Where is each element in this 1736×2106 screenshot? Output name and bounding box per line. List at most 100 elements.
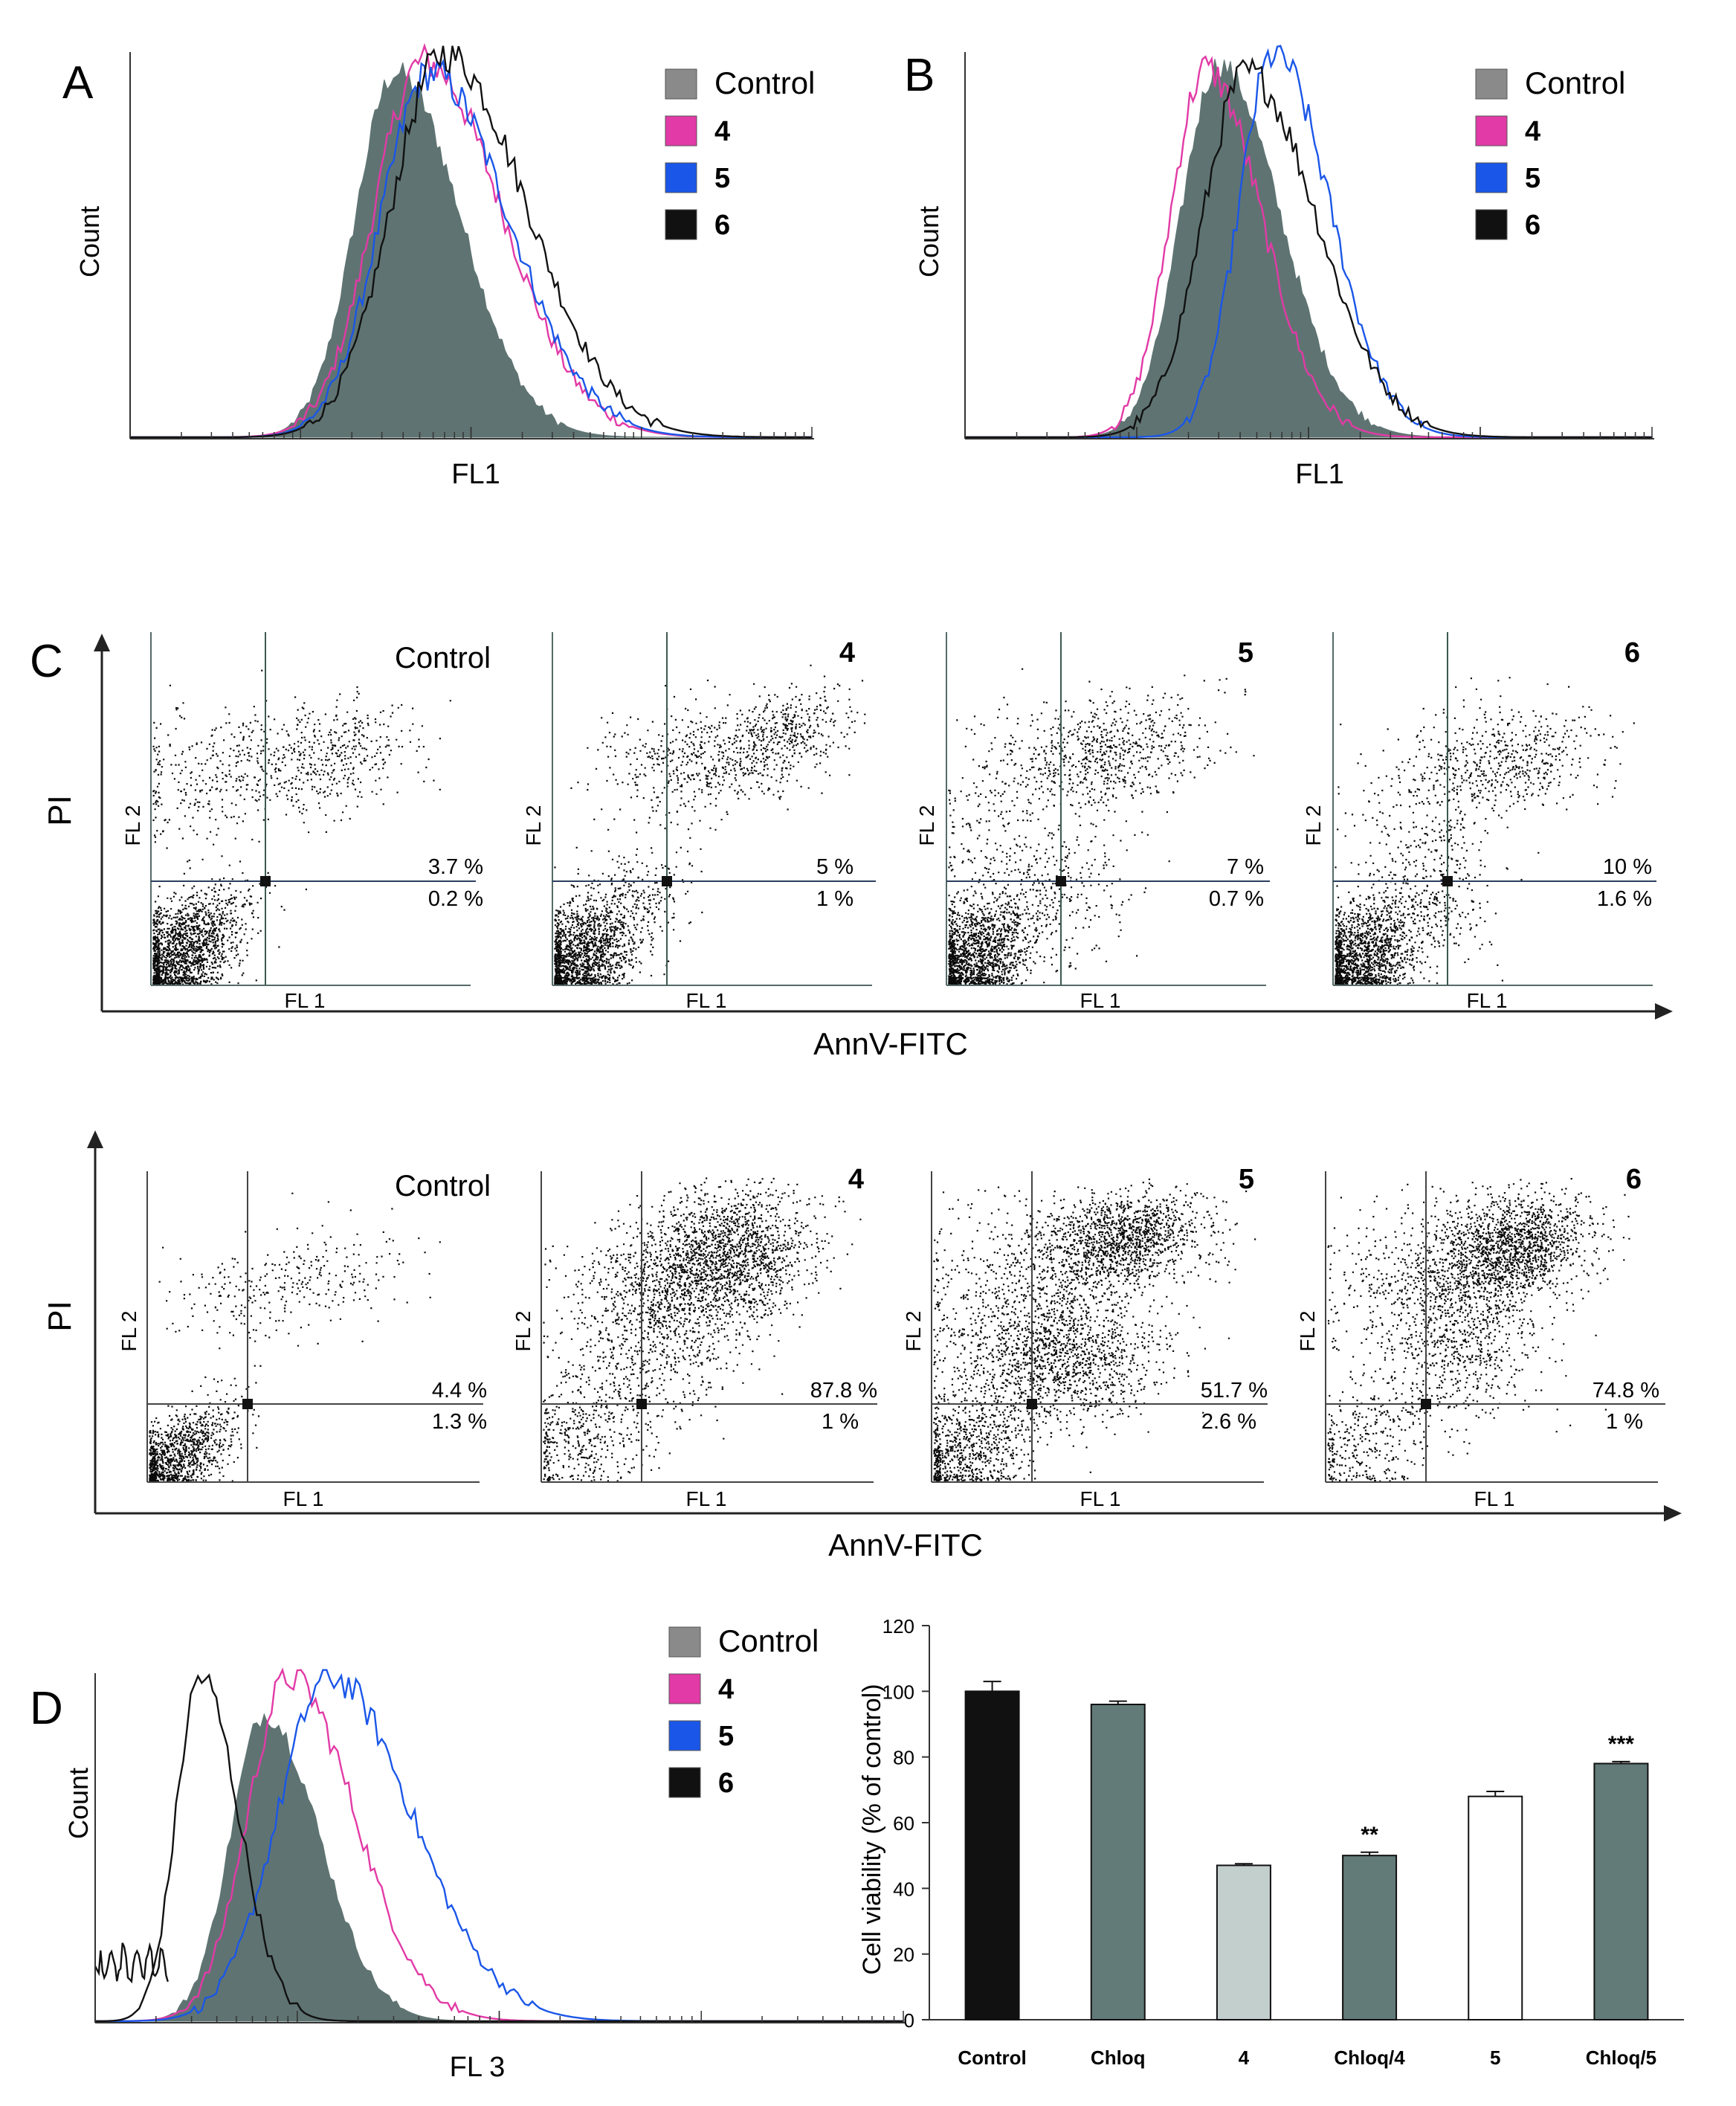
panel-b-legend: Control 4 5 6 [1475, 65, 1625, 241]
legend-swatch-6 [665, 209, 697, 240]
scatter-events [149, 1192, 441, 1483]
panel-d-ylabel: Count [63, 1768, 94, 1839]
panel-b-histogram [965, 45, 1652, 439]
row1-4-dots [554, 664, 866, 985]
bar-category-label: Chloq/4 [1334, 2047, 1405, 2069]
hist-series-control [965, 59, 1652, 438]
row2-6-sub-xlabel: FL 1 [1474, 1487, 1515, 1510]
hist-series-6 [130, 45, 812, 439]
scatter-events [933, 1178, 1256, 1482]
row1-6-upper: 10 % [1603, 855, 1652, 879]
panel-d-x-ticks [94, 2011, 904, 2023]
legend-swatch-4 [668, 1673, 701, 1704]
bar-significance: ** [1361, 1823, 1378, 1847]
legend-swatch-5 [1475, 162, 1508, 193]
row1-6-gate-marker [1442, 876, 1453, 886]
row2-6-upper: 74.8 % [1593, 1379, 1659, 1403]
panel-c-letter: C [30, 636, 63, 687]
row2-6-sub-ylabel: FL 2 [1296, 1311, 1319, 1352]
bar-ylabel: Cell viability (% of control) [858, 1684, 886, 1974]
bar-y-tick-label: 80 [893, 1747, 914, 1769]
row1-5-sub-xlabel: FL 1 [1080, 989, 1121, 1012]
row2-plot-6: 6 74.8 % 1 % FL 1 FL 2 [1296, 1164, 1665, 1510]
row1-x-arrowhead [1655, 1003, 1673, 1020]
panel-a-histogram [130, 42, 812, 439]
row1-control-dots [152, 669, 451, 985]
row2-control-lower: 1.3 % [432, 1410, 487, 1434]
row2-control-upper: 4.4 % [432, 1379, 487, 1403]
row1-5-upper: 7 % [1227, 855, 1264, 879]
bar-y-tick-label: 100 [882, 1681, 914, 1703]
panel-b-ylabel: Count [914, 206, 944, 277]
row1-plot-4: 4 5 % 1 % FL 1 FL 2 [522, 632, 876, 1012]
row1-6-sub-xlabel: FL 1 [1467, 989, 1508, 1012]
legend-label-5: 5 [718, 1721, 734, 1752]
row2-4-gate-marker [636, 1399, 647, 1409]
row2-4-sub-xlabel: FL 1 [686, 1487, 727, 1510]
hist-series-6 [965, 57, 1652, 439]
bar-5 [1468, 1795, 1523, 2021]
row1-control-title: Control [395, 642, 491, 674]
row1-ylabel: PI [42, 795, 78, 826]
bar-y-tick-label: 0 [904, 2009, 914, 2032]
row2-5-title: 5 [1239, 1164, 1254, 1195]
panel-d-legend: Control 4 5 6 [668, 1623, 819, 1799]
panel-d-histogram [94, 1667, 903, 2023]
row2-5-upper: 51.7 % [1201, 1379, 1268, 1403]
row1-4-sub-xlabel: FL 1 [686, 989, 727, 1012]
row1-control-lower: 0.2 % [428, 887, 483, 911]
row2-control-title: Control [395, 1170, 491, 1202]
row2-6-title: 6 [1626, 1164, 1642, 1195]
row2-control-gate-marker [242, 1399, 253, 1409]
row2-4-dots [543, 1177, 862, 1482]
bar-category-label: Chloq [1091, 2047, 1146, 2069]
panel-b-x-ticks [964, 427, 1653, 439]
legend-label-6: 6 [718, 1768, 734, 1799]
bar-y-ticks: 0 20 40 60 80 100 120 [882, 1615, 929, 2032]
legend-swatch-6 [668, 1767, 701, 1798]
row2-4-lower: 1 % [822, 1410, 859, 1434]
panel-d-letter: D [30, 1683, 63, 1734]
row1-5-title: 5 [1238, 637, 1253, 669]
panel-a-xlabel: FL1 [451, 459, 500, 490]
bar-category-label: 4 [1239, 2047, 1250, 2069]
legend-label-5: 5 [714, 163, 730, 194]
row1-plot-6: 6 10 % 1.6 % FL 1 FL 2 [1302, 632, 1656, 1012]
legend-label-5: 5 [1525, 163, 1540, 194]
scatter-events [152, 669, 451, 985]
row1-5-dots [948, 668, 1255, 985]
scatter-events [948, 668, 1255, 985]
panel-a: A FL1 Count Control 4 5 6 [62, 42, 815, 490]
bar-y-tick-label: 120 [882, 1615, 914, 1638]
bar-y-tick-label: 60 [893, 1812, 914, 1835]
row2-xlabel: AnnV-FITC [828, 1527, 983, 1562]
legend-label-6: 6 [714, 210, 730, 241]
row2-6-dots [1327, 1178, 1630, 1483]
bar-4 [1216, 1864, 1271, 2021]
row1-4-sub-ylabel: FL 2 [522, 805, 545, 846]
legend-label-control: Control [1525, 65, 1625, 100]
legend-swatch-control [1475, 68, 1508, 100]
row1-control-sub-ylabel: FL 2 [121, 805, 144, 846]
legend-label-control: Control [714, 65, 815, 100]
legend-label-control: Control [718, 1623, 819, 1658]
legend-swatch-control [665, 68, 697, 100]
panel-a-legend: Control 4 5 6 [665, 65, 815, 241]
row2-6-lower: 1 % [1606, 1410, 1643, 1434]
row2-5-dots [933, 1178, 1256, 1482]
row2-6-gate-marker [1421, 1399, 1431, 1409]
row2-plot-control: Control 4.4 % 1.3 % FL 1 FL 2 [117, 1170, 491, 1510]
scatter-events [543, 1177, 862, 1482]
row2-y-arrowhead [87, 1130, 103, 1148]
legend-swatch-4 [1475, 115, 1508, 146]
row1-6-dots [1335, 677, 1635, 985]
hist-series-control [95, 1713, 903, 2022]
bar-significance: *** [1608, 1732, 1634, 1756]
row1-y-arrowhead [94, 634, 110, 651]
panel-b: B FL1 Count Control 4 5 6 [904, 45, 1654, 490]
row1-5-lower: 0.7 % [1209, 887, 1264, 911]
row1-control-upper: 3.7 % [428, 855, 483, 879]
bar-chloq-4 [1342, 1855, 1398, 2021]
legend-label-4: 4 [718, 1674, 734, 1705]
